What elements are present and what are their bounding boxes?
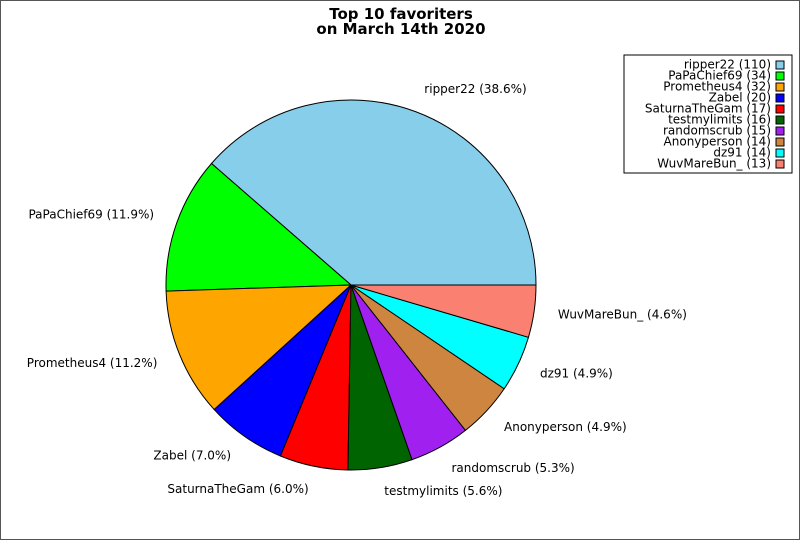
slice-label-anonyperson: Anonyperson (4.9%) [504,420,627,434]
slice-label-testmylimits: testmylimits (5.6%) [384,484,502,498]
legend-swatch-prometheus4 [775,82,785,92]
legend-label-dz91: dz91 (14) [713,146,771,160]
pie-slice-papachief69 [165,162,353,292]
legend-swatch-dz91 [775,148,785,158]
legend-swatch-zabel [775,93,785,103]
legend-label-testmylimits: testmylimits (16) [668,113,771,127]
slice-label-zabel: Zabel (7.0%) [153,449,231,463]
slice-label-dz91: dz91 (4.9%) [540,367,613,381]
pie-slices [165,99,537,471]
legend-swatch-papachief69 [775,71,785,81]
slice-label-randomscrub: randomscrub (5.3%) [452,461,575,475]
slice-label-prometheus4: Prometheus4 (11.2%) [27,356,158,370]
legend-label-ripper22: ripper22 (110) [684,58,771,72]
legend-swatch-randomscrub [775,126,785,136]
pie-labels: ripper22 (38.6%) PaPaChief69 (11.9%) Prome… [27,82,687,498]
slice-label-saturnathegam: SaturnaTheGam (6.0%) [167,482,308,496]
pie-slice-ripper22 [210,99,537,286]
chart-title-line-2: on March 14th 2020 [316,20,485,38]
legend-swatch-testmylimits [775,115,785,125]
slice-label-ripper22: ripper22 (38.6%) [424,82,526,96]
legend-swatch-anonyperson [775,137,785,147]
legend-swatch-ripper22 [775,60,785,70]
legend: ripper22 (110)PaPaChief69 (34)Prometheus… [623,54,793,174]
chart-title-line-1: Top 10 favoriters [329,5,473,23]
legend-label-prometheus4: Prometheus4 (32) [663,80,771,94]
legend-label-randomscrub: randomscrub (15) [663,124,771,138]
legend-box [623,54,793,174]
pie-slice-wuvmarebun [350,284,537,338]
legend-label-zabel: Zabel (20) [709,91,771,105]
legend-label-papachief69: PaPaChief69 (34) [668,69,771,83]
legend-swatch-wuvmarebun [775,159,785,169]
legend-label-saturnathegam: SaturnaTheGam (17) [645,102,771,116]
slice-label-papachief69: PaPaChief69 (11.9%) [28,208,154,222]
pie-slice-prometheus4 [165,284,353,411]
legend-swatch-saturnathegam [775,104,785,114]
legend-label-wuvmarebun: WuvMareBun_ (13) [657,157,771,171]
legend-label-anonyperson: Anonyperson (14) [664,135,771,149]
slice-label-wuvmarebun: WuvMareBun_ (4.6%) [558,307,687,321]
